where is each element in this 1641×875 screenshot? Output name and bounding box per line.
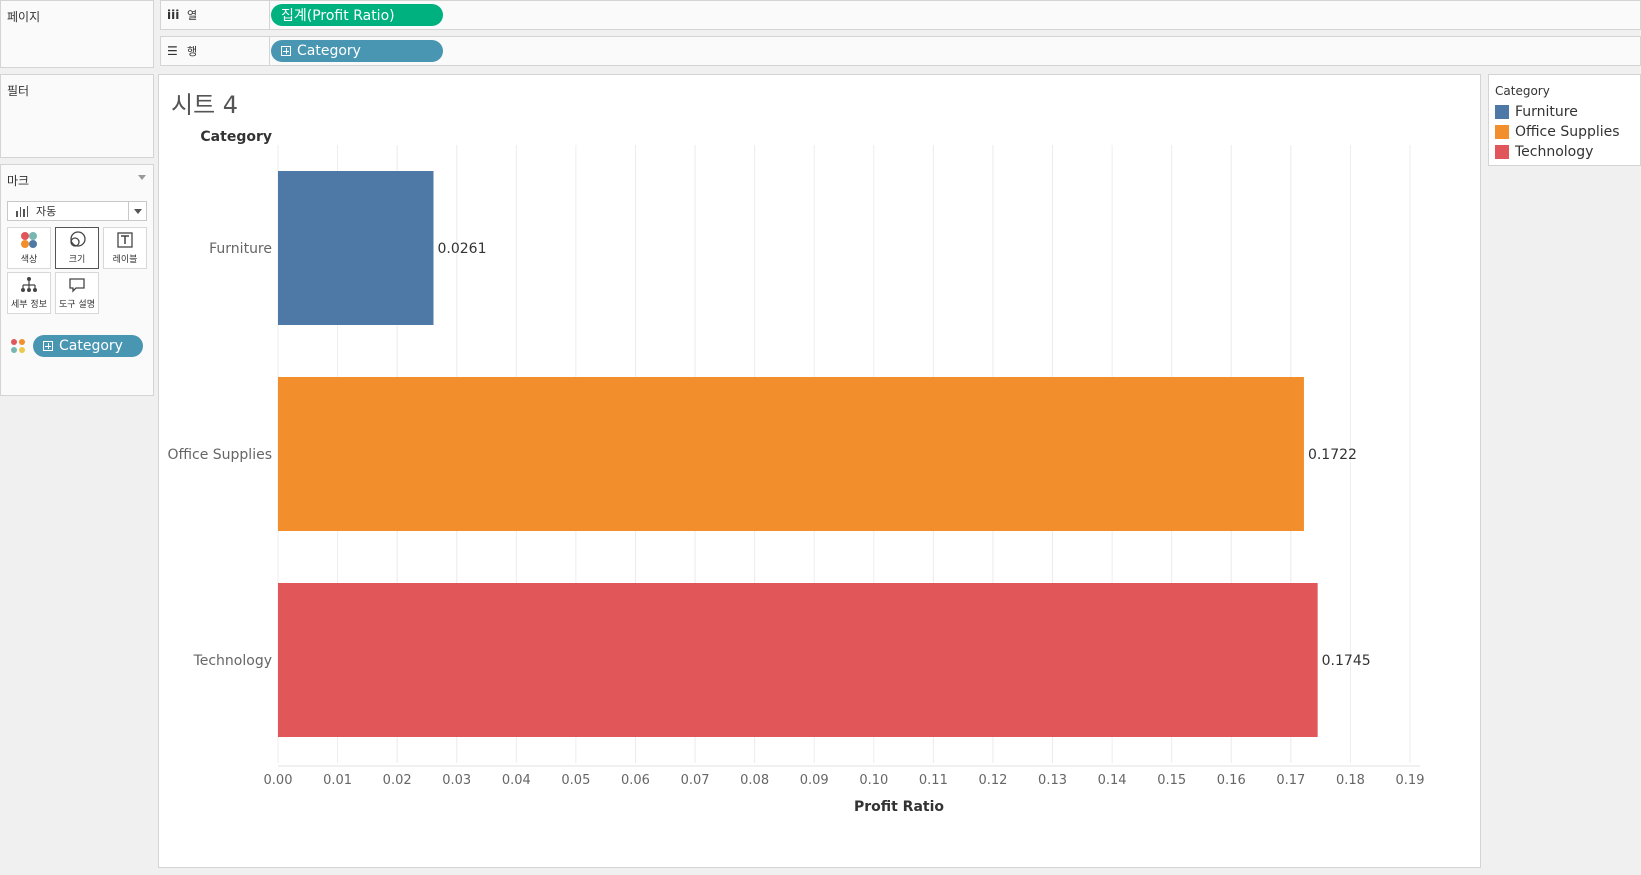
size-button[interactable]: 크기 [55,227,99,269]
detail-button[interactable]: 세부 정보 [7,272,51,314]
x-tick-label: 0.17 [1276,773,1305,788]
bar [278,377,1304,531]
x-tick-label: 0.02 [383,773,412,788]
x-tick-label: 0.15 [1157,773,1186,788]
legend-item-furniture[interactable]: Furniture [1495,104,1578,120]
pages-panel-title: 페이지 [7,10,41,24]
data-label: 0.1722 [1308,447,1357,463]
category-label: Furniture [209,241,272,257]
label-button[interactable]: 레이블 [103,227,147,269]
rows-shelf-label: 행 [187,45,198,58]
marks-panel: 마크 자동 색상 크기 [0,164,154,396]
label-button-label: 레이블 [112,255,138,265]
x-tick-label: 0.18 [1336,773,1365,788]
marks-panel-title: 마크 [7,174,30,188]
x-tick-label: 0.12 [978,773,1007,788]
rows-shelf[interactable]: ☰ 행 Category [160,36,1641,66]
color-button[interactable]: 색상 [7,227,51,269]
marks-category-pill[interactable]: Category [33,335,143,357]
x-tick-label: 0.08 [740,773,769,788]
category-pill-label: Category [297,43,361,59]
x-tick-label: 0.09 [800,773,829,788]
expand-plus-icon [43,341,53,351]
x-tick-label: 0.19 [1396,773,1425,788]
size-icon [70,231,86,247]
profit-ratio-pill[interactable]: 집계(Profit Ratio) [271,4,443,26]
category-label: Office Supplies [167,447,272,463]
data-label: 0.1745 [1322,653,1371,669]
color-legend[interactable]: Category Furniture Office Supplies Techn… [1488,74,1641,166]
category-pill[interactable]: Category [271,40,443,62]
detail-icon [21,277,37,292]
x-tick-label: 0.11 [919,773,948,788]
rows-icon: ☰ [167,44,178,58]
columns-shelf-label-area: iii 열 [161,1,270,29]
tooltip-button[interactable]: 도구 설명 [55,272,99,314]
legend-item-label: Office Supplies [1515,124,1620,140]
chevron-down-icon[interactable] [138,175,146,180]
tooltip-button-label: 도구 설명 [59,300,95,310]
sheet-title[interactable]: 시트 4 [171,91,239,119]
bar-chart[interactable]: Category Furniture 0.0261 Office Supplies 0.… [159,75,1482,869]
row-header: Category [200,129,272,145]
mark-type-dropdown[interactable]: 자동 [7,201,147,221]
x-tick-label: 0.16 [1217,773,1246,788]
x-axis-title: Profit Ratio [854,799,944,815]
color-button-label: 색상 [20,255,38,265]
bar [278,171,434,325]
legend-swatch [1495,105,1509,119]
pages-panel[interactable]: 페이지 [0,0,154,68]
size-button-label: 크기 [68,255,86,265]
legend-swatch [1495,145,1509,159]
x-tick-label: 0.01 [323,773,352,788]
x-tick-label: 0.03 [442,773,471,788]
columns-icon: iii [167,8,180,22]
rows-shelf-label-area: ☰ 행 [161,37,270,65]
category-label: Technology [193,653,272,669]
dropdown-arrow-icon[interactable] [128,202,146,220]
mark-type-label: 자동 [36,205,57,218]
x-tick-label: 0.06 [621,773,650,788]
legend-item-label: Technology [1515,144,1594,160]
tooltip-icon [69,278,85,293]
worksheet-view[interactable]: 시트 4 Category Furniture 0.0261 Office Suppl… [158,74,1481,868]
x-tick-label: 0.04 [502,773,531,788]
filters-panel[interactable]: 필터 [0,74,154,158]
columns-shelf-label: 열 [187,9,198,22]
x-tick-label: 0.13 [1038,773,1067,788]
expand-plus-icon [281,46,291,56]
bar [278,583,1318,737]
x-tick-label: 0.14 [1098,773,1127,788]
bar-chart-icon [16,205,30,217]
x-tick-label: 0.10 [859,773,888,788]
marks-color-field: Category [11,335,143,357]
filters-panel-title: 필터 [7,84,30,98]
x-tick-label: 0.05 [561,773,590,788]
legend-title: Category [1495,84,1550,98]
x-tick-label: 0.00 [264,773,293,788]
columns-shelf[interactable]: iii 열 집계(Profit Ratio) [160,0,1641,30]
detail-button-label: 세부 정보 [11,300,47,310]
legend-item-office-supplies[interactable]: Office Supplies [1495,124,1620,140]
color-icon [21,232,37,248]
color-dots-icon [11,338,27,354]
label-icon [117,232,133,248]
legend-item-technology[interactable]: Technology [1495,144,1593,160]
legend-item-label: Furniture [1515,104,1578,120]
x-tick-label: 0.07 [681,773,710,788]
profit-ratio-pill-label: 집계(Profit Ratio) [281,8,395,24]
legend-swatch [1495,125,1509,139]
marks-category-pill-label: Category [59,338,123,354]
data-label: 0.0261 [438,241,487,257]
